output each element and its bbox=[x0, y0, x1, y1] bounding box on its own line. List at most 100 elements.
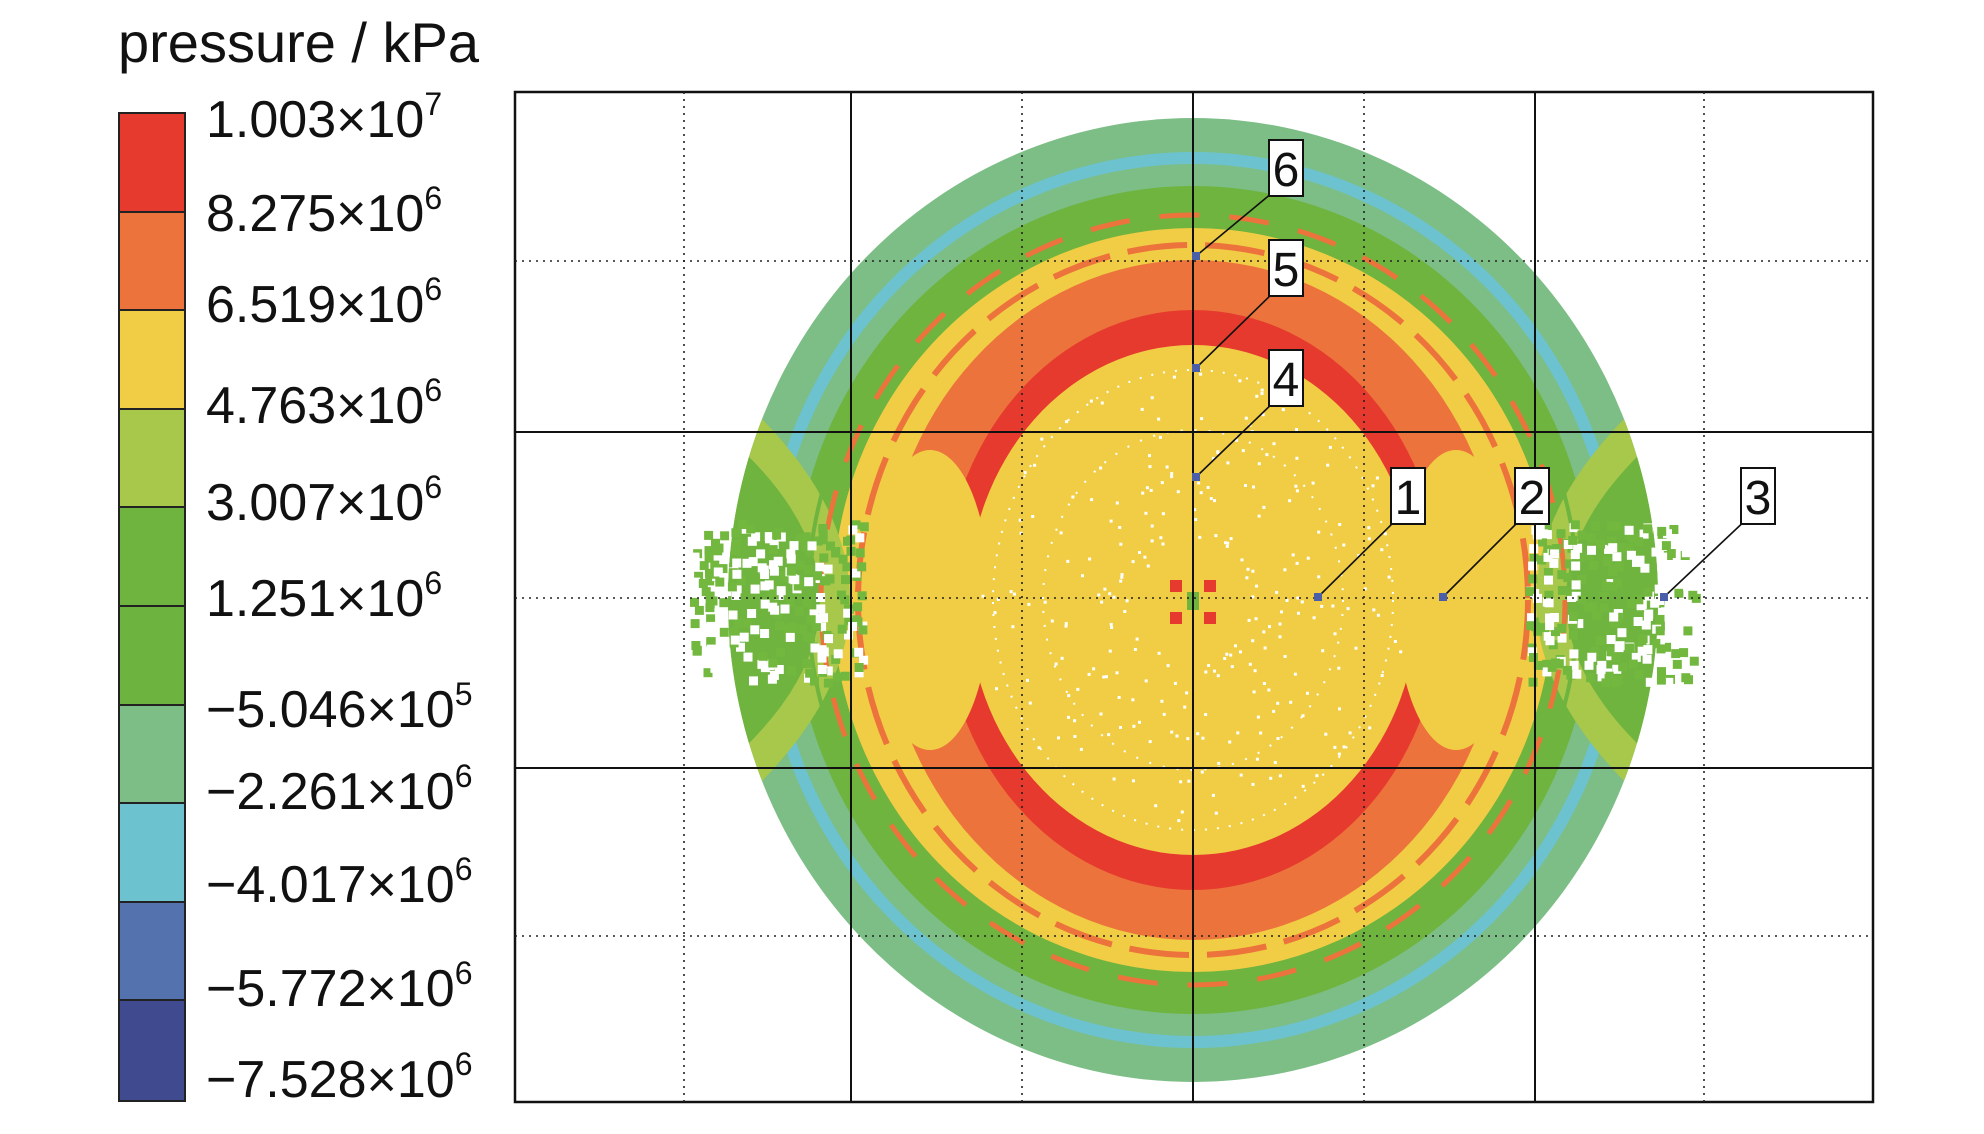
white-dot bbox=[1251, 639, 1255, 643]
speckle bbox=[1617, 628, 1627, 638]
white-dot bbox=[1295, 456, 1299, 460]
white-dot bbox=[1173, 681, 1177, 685]
white-dot bbox=[1119, 726, 1122, 729]
white-dot bbox=[1252, 690, 1256, 694]
colorbar-band bbox=[120, 804, 184, 903]
white-dot-field bbox=[981, 372, 1403, 823]
colorbar-tick-label: 1.003×107 bbox=[206, 86, 443, 149]
speckle bbox=[1682, 607, 1692, 616]
white-dot bbox=[1166, 664, 1170, 668]
speckle bbox=[1607, 521, 1616, 531]
speckle bbox=[749, 676, 758, 686]
speckle bbox=[730, 627, 739, 637]
white-dot bbox=[1123, 610, 1127, 613]
speckle bbox=[1692, 624, 1702, 634]
white-dot bbox=[1148, 740, 1152, 744]
speckle bbox=[1639, 529, 1649, 539]
probe-label-box bbox=[1514, 467, 1550, 525]
white-dot bbox=[1311, 481, 1315, 485]
speckle bbox=[1657, 526, 1667, 536]
speckle bbox=[1587, 533, 1596, 543]
speckle bbox=[1564, 559, 1574, 569]
speckle bbox=[1596, 665, 1606, 675]
speckle bbox=[769, 590, 779, 600]
white-dot bbox=[1317, 530, 1321, 534]
white-dot bbox=[1283, 568, 1287, 572]
white-dot bbox=[1253, 669, 1257, 673]
speckle bbox=[1680, 538, 1690, 548]
probe-point-3: 3 bbox=[1660, 467, 1776, 601]
white-dot bbox=[1159, 536, 1163, 540]
speckle bbox=[818, 524, 828, 533]
speckle bbox=[775, 621, 785, 631]
speckle bbox=[710, 663, 720, 673]
white-dot bbox=[1297, 611, 1300, 615]
white-dot bbox=[1273, 761, 1277, 764]
white-dot bbox=[1073, 735, 1077, 738]
speckle bbox=[1549, 613, 1559, 622]
speckle bbox=[853, 602, 863, 612]
speckle bbox=[1601, 581, 1611, 591]
speckle bbox=[760, 570, 770, 579]
white-dot bbox=[1288, 499, 1292, 503]
white-dot bbox=[1175, 734, 1179, 738]
speckle bbox=[859, 655, 869, 665]
white-dot bbox=[1160, 699, 1164, 703]
speckle bbox=[804, 564, 814, 574]
probe-marker bbox=[1192, 252, 1200, 260]
white-dot bbox=[1112, 595, 1116, 599]
speckle bbox=[710, 591, 720, 601]
speckle bbox=[1595, 636, 1605, 646]
white-dot bbox=[1235, 438, 1239, 442]
white-dot bbox=[1213, 499, 1216, 503]
speckle bbox=[804, 673, 813, 683]
speckle bbox=[703, 523, 713, 533]
speckle bbox=[1610, 618, 1620, 628]
speckle bbox=[1599, 603, 1609, 613]
speckle bbox=[775, 647, 785, 657]
speckle bbox=[1577, 595, 1587, 605]
speckle bbox=[704, 546, 714, 556]
speckle bbox=[711, 538, 720, 548]
speckle bbox=[747, 536, 757, 546]
speckle bbox=[1609, 612, 1619, 622]
speckle bbox=[823, 564, 833, 574]
speckle bbox=[1626, 599, 1636, 609]
white-dot bbox=[1132, 779, 1135, 783]
speckle bbox=[750, 584, 760, 594]
speckle bbox=[826, 541, 835, 551]
white-dot bbox=[1315, 774, 1319, 778]
white-dot bbox=[1207, 664, 1211, 667]
white-dot bbox=[1033, 463, 1037, 467]
speckle bbox=[1584, 660, 1594, 670]
speckle bbox=[1631, 652, 1641, 662]
speckle bbox=[811, 622, 821, 632]
speckle bbox=[1587, 652, 1597, 662]
speckle bbox=[732, 558, 742, 568]
white-dot bbox=[1295, 561, 1299, 565]
white-dot bbox=[1060, 656, 1064, 660]
speckle bbox=[1693, 669, 1703, 679]
white-dot bbox=[1119, 542, 1123, 546]
speckle bbox=[747, 609, 757, 618]
white-dot bbox=[1239, 773, 1243, 777]
speckle bbox=[739, 632, 749, 642]
white-dot bbox=[1146, 564, 1150, 568]
white-dot bbox=[1132, 724, 1136, 728]
speckle bbox=[1556, 529, 1566, 539]
speckle bbox=[1596, 539, 1605, 549]
speckle bbox=[780, 604, 790, 614]
speckle bbox=[818, 530, 828, 540]
speckle bbox=[1591, 521, 1600, 531]
speckle bbox=[818, 535, 828, 545]
speckle bbox=[1657, 667, 1666, 677]
speckle bbox=[705, 599, 715, 609]
speckle bbox=[813, 536, 823, 546]
speckle bbox=[851, 568, 861, 578]
white-dot bbox=[1301, 784, 1305, 788]
speckle bbox=[815, 562, 825, 572]
speckle bbox=[719, 598, 729, 608]
speckle bbox=[774, 590, 784, 600]
speckle bbox=[1643, 612, 1653, 621]
speckle bbox=[750, 625, 760, 635]
